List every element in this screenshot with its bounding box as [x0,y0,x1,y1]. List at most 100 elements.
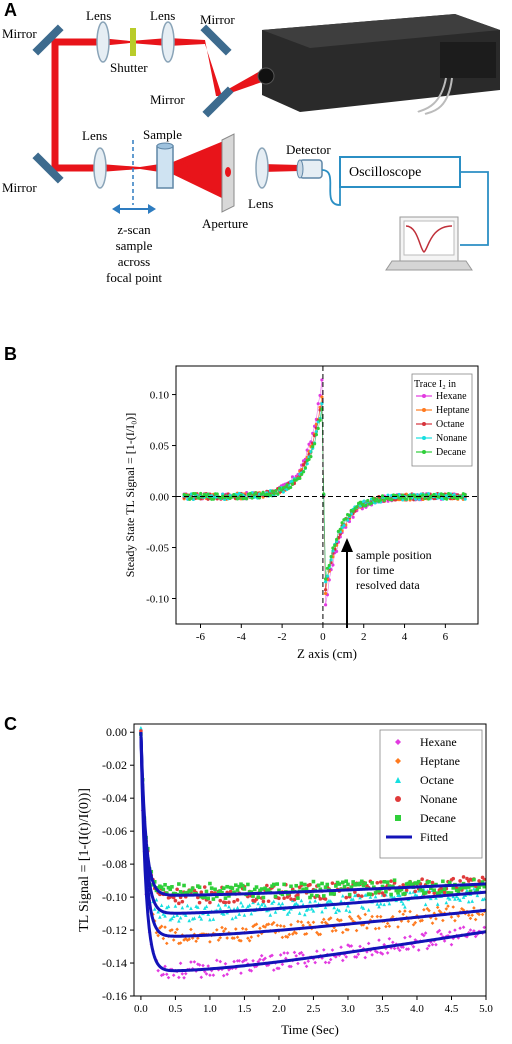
data-point [234,966,238,970]
data-point [363,955,368,960]
data-point [244,927,248,932]
label-lens-1: Lens [86,8,111,23]
data-point [425,946,430,951]
data-point [296,896,300,900]
data-point [306,920,311,925]
data-point [308,882,312,887]
data-point [346,882,350,887]
data-point [192,960,197,964]
data-point [382,880,386,884]
data-point [391,914,395,919]
lens-3-icon [93,147,107,189]
data-point [378,950,383,955]
data-point [453,928,457,932]
data-point [220,890,224,895]
laptop-icon [385,216,473,271]
data-point [396,925,400,929]
x-tick-label: 4.0 [410,1003,424,1015]
data-point [163,882,167,887]
data-point [344,927,349,932]
data-point [237,884,242,889]
data-point [446,895,450,900]
data-point [339,899,343,903]
chart-c: 0.0 0.5 1.0 1.5 2.0 2.5 3.0 3.5 4.0 4.5 5.0 0.00 -0.… [77,723,493,1037]
data-point [313,898,317,903]
data-point [328,899,333,903]
mirror-bottom-left-icon [32,152,64,184]
data-point [208,940,212,944]
x-tick-label: 6 [443,631,449,643]
data-point [164,941,169,946]
data-point [204,972,209,976]
data-point [434,882,438,887]
legend-label: Nonane [436,433,468,444]
legend-marker [395,739,401,745]
data-point [227,894,231,898]
data-point [189,960,193,964]
data-point [449,942,454,947]
data-point [261,895,266,900]
data-point [401,901,405,906]
data-point [356,893,361,898]
data-point [296,893,300,897]
data-point [373,949,378,953]
data-point [468,928,473,932]
label-mirror-top-left: Mirror [2,26,37,41]
data-point [416,888,421,893]
data-point [289,964,293,969]
data-point [313,960,317,965]
data-point [349,944,354,948]
data-point [420,877,424,882]
data-point [252,887,257,892]
data-point [408,890,412,895]
chart-b-ylabel: Steady State TL Signal = [1-(I/I₀)] [123,413,137,578]
fit-line [139,732,487,897]
data-point [466,885,471,889]
legend-label: Decane [420,811,456,825]
data-point [228,889,233,894]
data-point [265,883,269,888]
chart-b-frame [175,365,479,625]
data-point [256,901,261,906]
data-point [309,906,314,911]
data-point [306,907,311,911]
data-point [458,926,462,931]
data-point [261,899,266,904]
y-tick-label: -0.10 [102,890,127,904]
x-tick-label: 1.0 [203,1003,217,1015]
legend-marker [422,450,426,454]
label-mirror-middle: Mirror [150,92,185,107]
data-point [278,924,283,928]
lens-4-icon [255,147,269,189]
panel-b: B -6 -4 -2 0 2 4 6 0.10 0.05 0.00 -0.05 -0.10 Z axi… [0,340,512,680]
data-point [242,887,247,891]
data-point [378,914,383,919]
data-point [223,961,228,966]
y-tick-label: -0.16 [102,989,127,1003]
data-point [201,963,205,968]
data-point [375,880,380,885]
data-point [449,915,454,919]
legend-label: Nonane [420,792,457,806]
data-point [475,893,480,898]
data-point [427,943,431,948]
data-point [434,942,438,947]
data-point [434,896,438,900]
data-point [301,923,305,928]
y-tick-label: -0.05 [146,543,169,555]
data-point [432,891,437,895]
data-point [234,915,238,919]
data-point [230,916,235,921]
data-point [202,895,207,899]
data-point [251,958,255,963]
data-point [432,911,437,916]
data-point [373,926,378,931]
data-point [199,975,204,980]
data-point [475,911,480,915]
data-point [158,915,162,919]
data-point [358,895,362,900]
data-point [294,931,298,936]
data-point [178,889,183,894]
data-point [346,903,350,908]
x-tick-label: 4 [402,631,408,643]
